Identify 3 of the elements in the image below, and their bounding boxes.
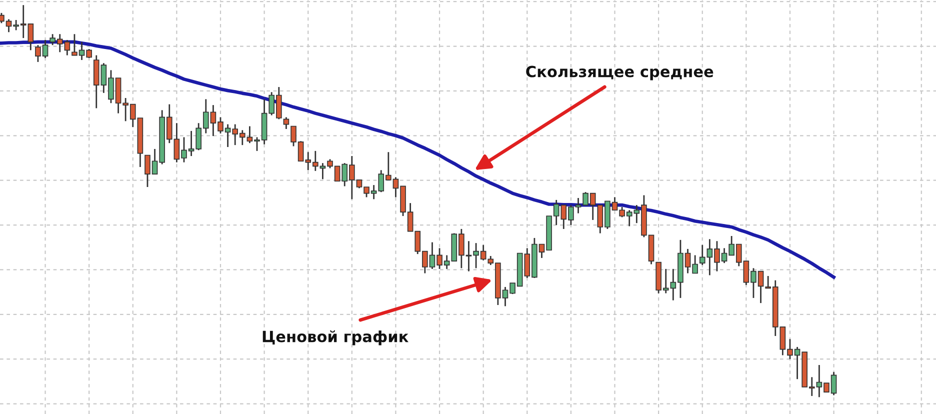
candlestick	[283, 116, 290, 130]
annotation: Скользящее среднее	[526, 66, 714, 80]
annotation: Ценовой график	[262, 330, 408, 346]
